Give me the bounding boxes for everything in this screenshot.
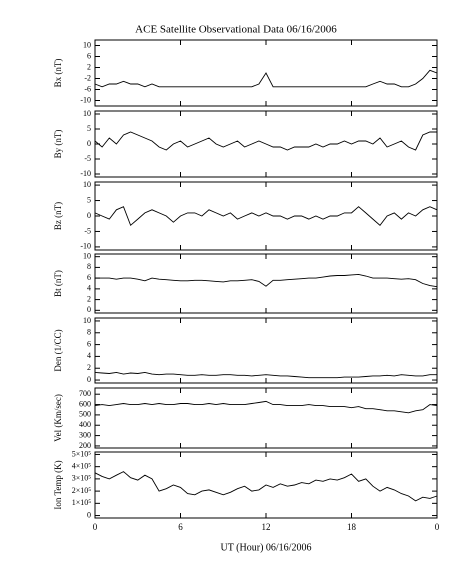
chart-title: ACE Satellite Observational Data 06/16/2…	[135, 24, 337, 36]
panel-frame	[94, 253, 438, 314]
y-tick-label: 5	[87, 124, 91, 133]
y-tick-label: 500	[79, 410, 91, 419]
data-line	[94, 400, 438, 414]
x-tick-label: 12	[262, 522, 271, 532]
y-axis-label: Vel (Km/sec)	[53, 394, 63, 442]
y-tick-label: 2×10⁵	[72, 486, 92, 495]
y-tick-label: 8	[87, 262, 91, 271]
y-tick-label: 4	[87, 351, 91, 360]
y-tick-label: 6	[87, 339, 91, 348]
y-tick-label: 0	[87, 375, 91, 384]
y-tick-label: 0	[87, 211, 91, 220]
y-tick-label: -5	[84, 154, 91, 163]
data-line	[94, 371, 437, 379]
y-tick-label: 5	[87, 195, 91, 204]
y-axis-label: Ion Temp (K)	[53, 460, 63, 509]
panel-frame	[94, 181, 438, 251]
y-tick-label: -2	[84, 73, 91, 82]
y-tick-label: -10	[80, 242, 91, 251]
y-tick-label: 6	[87, 51, 91, 60]
data-line	[94, 131, 437, 151]
y-tick-label: 700	[79, 389, 91, 398]
y-tick-label: 10	[83, 252, 91, 261]
data-line	[95, 273, 438, 288]
y-tick-label: 2	[87, 294, 91, 303]
y-axis-label: Bz (nT)	[53, 202, 63, 230]
data-line	[94, 69, 438, 88]
y-tick-label: 5×10⁵	[72, 449, 92, 458]
y-tick-label: 400	[79, 420, 91, 429]
y-axis-label: Bx (nT)	[53, 59, 63, 88]
data-line	[94, 471, 438, 502]
y-tick-label: 2	[87, 363, 91, 372]
y-tick-label: 0	[87, 510, 91, 519]
y-tick-label: 200	[79, 441, 91, 450]
x-axis-label: UT (Hour) 06/16/2006	[221, 542, 312, 553]
y-tick-label: 4	[87, 284, 91, 293]
y-tick-label: 10	[83, 180, 91, 189]
y-tick-label: 8	[87, 328, 91, 337]
data-line	[94, 206, 438, 227]
y-tick-label: 2	[87, 62, 91, 71]
y-tick-label: 10	[83, 40, 91, 49]
y-tick-label: 4×10⁵	[72, 461, 92, 470]
y-axis-label: By (nT)	[53, 130, 63, 159]
y-tick-label: 600	[79, 399, 91, 408]
y-tick-label: -5	[84, 226, 91, 235]
y-tick-label: 10	[83, 316, 91, 325]
panel-frame	[94, 387, 438, 449]
y-tick-label: -10	[80, 95, 91, 104]
y-tick-label: 300	[79, 430, 91, 439]
y-tick-label: 3×10⁵	[72, 474, 92, 483]
x-tick-label: 6	[178, 522, 183, 532]
y-tick-label: -6	[84, 84, 91, 93]
y-axis-label: Den (1/CC)	[53, 329, 63, 371]
y-axis-label: Bt (nT)	[53, 270, 63, 297]
panel-frame	[94, 317, 438, 384]
y-tick-label: 6	[87, 273, 91, 282]
y-tick-label: 0	[87, 305, 91, 314]
x-tick-label: 0	[435, 522, 440, 532]
y-tick-label: 0	[87, 139, 91, 148]
x-tick-label: 18	[347, 522, 357, 532]
x-tick-label: 0	[93, 522, 98, 532]
y-tick-label: -10	[80, 169, 91, 178]
y-tick-label: 10	[83, 109, 91, 118]
y-tick-label: 1×10⁵	[72, 498, 92, 507]
